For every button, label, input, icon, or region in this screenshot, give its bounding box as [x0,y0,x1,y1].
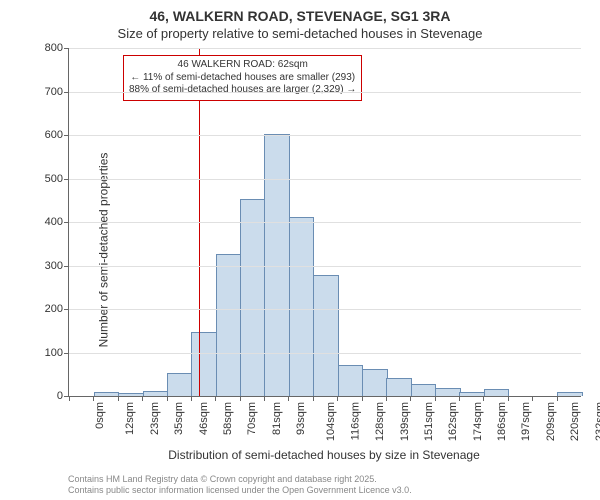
gridline [69,222,581,223]
histogram-bar [289,217,315,396]
gridline [69,353,581,354]
annotation-line3: 88% of semi-detached houses are larger (… [129,84,356,97]
xtick-label: 104sqm [326,402,338,441]
footer-line2: Contains public sector information licen… [68,485,412,496]
x-axis-label: Distribution of semi-detached houses by … [68,448,580,462]
gridline [69,92,581,93]
histogram-bar [240,199,266,396]
xtick-mark [483,396,484,401]
xtick-label: 116sqm [349,402,361,440]
annotation-line1: 46 WALKERN ROAD: 62sqm [178,59,308,70]
title-main: 46, WALKERN ROAD, STEVENAGE, SG1 3RA [0,8,600,24]
xtick-label: 186sqm [496,402,508,441]
histogram-bar [167,373,193,396]
ytick-label: 400 [45,216,69,228]
xtick-label: 0sqm [94,402,106,429]
xtick-mark [508,396,509,401]
xtick-label: 174sqm [472,402,484,441]
gridline [69,266,581,267]
histogram-bar [143,391,169,396]
xtick-mark [191,396,192,401]
histogram-bar [411,384,437,396]
histogram-bar [435,388,461,396]
ytick-label: 200 [45,303,69,315]
xtick-label: 128sqm [374,402,386,441]
ytick-label: 700 [45,86,69,98]
xtick-label: 12sqm [124,402,136,435]
xtick-mark [337,396,338,401]
xtick-label: 70sqm [246,402,258,435]
annotation-box: 46 WALKERN ROAD: 62sqm ← 11% of semi-det… [123,55,362,101]
histogram-bar [216,254,242,396]
histogram-bar [94,392,120,396]
ytick-label: 300 [45,260,69,272]
xtick-mark [167,396,168,401]
xtick-mark [386,396,387,401]
xtick-label: 162sqm [447,402,459,441]
gridline [69,48,581,49]
histogram-bar [484,389,510,396]
xtick-mark [264,396,265,401]
xtick-mark [69,396,70,401]
ytick-label: 0 [57,390,69,402]
xtick-label: 81sqm [271,402,283,435]
xtick-mark [459,396,460,401]
xtick-mark [142,396,143,401]
xtick-label: 220sqm [569,402,581,441]
xtick-label: 209sqm [545,402,557,441]
xtick-mark [288,396,289,401]
footer-line1: Contains HM Land Registry data © Crown c… [68,474,412,485]
ytick-label: 600 [45,129,69,141]
histogram-bar [191,332,217,396]
histogram-bar [459,392,485,396]
xtick-label: 139sqm [399,402,411,441]
histogram-bar [313,275,339,396]
xtick-label: 197sqm [521,402,533,441]
xtick-mark [240,396,241,401]
annotation-line2: ← 11% of semi-detached houses are smalle… [129,72,356,85]
histogram-bar [362,369,388,396]
xtick-mark [362,396,363,401]
gridline [69,309,581,310]
plot-area: 46 WALKERN ROAD: 62sqm ← 11% of semi-det… [68,48,581,397]
gridline [69,135,581,136]
histogram-bar [386,378,412,396]
xtick-mark [313,396,314,401]
xtick-label: 93sqm [295,402,307,435]
attribution-footer: Contains HM Land Registry data © Crown c… [68,474,412,496]
xtick-label: 23sqm [149,402,161,435]
title-sub: Size of property relative to semi-detach… [0,26,600,41]
ytick-label: 100 [45,347,69,359]
xtick-mark [532,396,533,401]
xtick-mark [435,396,436,401]
histogram-bar [557,392,583,396]
xtick-mark [215,396,216,401]
ytick-label: 800 [45,42,69,54]
xtick-mark [93,396,94,401]
xtick-mark [557,396,558,401]
xtick-label: 46sqm [198,402,210,435]
xtick-label: 232sqm [594,402,600,441]
xtick-label: 151sqm [423,402,435,441]
xtick-mark [410,396,411,401]
xtick-label: 35sqm [173,402,185,435]
chart-container: 46, WALKERN ROAD, STEVENAGE, SG1 3RA Siz… [0,0,600,500]
histogram-bar [338,365,364,396]
xtick-label: 58sqm [222,402,234,435]
histogram-bar [118,393,144,396]
gridline [69,179,581,180]
ytick-label: 500 [45,173,69,185]
xtick-mark [118,396,119,401]
